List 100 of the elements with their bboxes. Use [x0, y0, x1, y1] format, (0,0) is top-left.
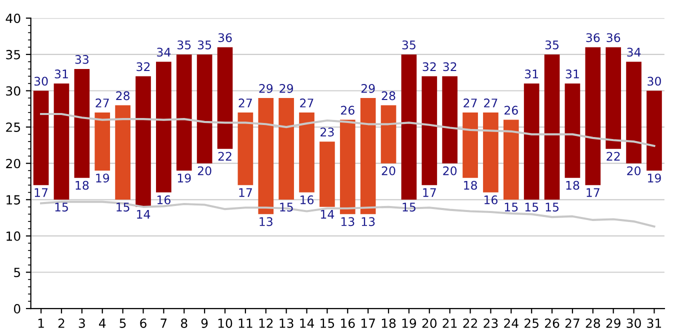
- x-tick-label: 28: [586, 318, 600, 328]
- annotation: 27: [96, 98, 109, 108]
- y-tick-label: 20: [6, 158, 20, 168]
- annotation: 36: [218, 33, 232, 42]
- bar: [503, 120, 519, 200]
- annotation: 16: [484, 195, 498, 204]
- x-tick-label: 2: [58, 318, 64, 328]
- x-tick-label: 24: [504, 318, 518, 328]
- annotation: 14: [137, 210, 150, 219]
- bar: [483, 112, 498, 192]
- annotation: 27: [300, 98, 314, 108]
- annotation: 16: [157, 195, 170, 204]
- x-tick-label: 25: [524, 318, 538, 328]
- annotation: 15: [280, 202, 293, 212]
- x-tick-label: 13: [280, 318, 294, 328]
- x-tick-label: 17: [361, 318, 375, 328]
- bar: [401, 54, 417, 200]
- annotation: 35: [198, 40, 212, 50]
- x-tick-label: 31: [647, 318, 662, 328]
- x-tick-label: 29: [606, 318, 620, 328]
- x-tick-label: 12: [259, 318, 273, 328]
- annotation: 29: [361, 84, 375, 93]
- annotation: 20: [198, 166, 212, 176]
- x-tick-label: 16: [341, 318, 355, 328]
- bar: [320, 142, 335, 207]
- y-tick-label: 40: [6, 14, 20, 24]
- annotation: 17: [586, 188, 600, 197]
- bar: [442, 76, 458, 164]
- annotation: 31: [524, 69, 538, 78]
- bar: [360, 98, 376, 214]
- bar: [115, 105, 130, 200]
- bar: [646, 90, 662, 171]
- annotation: 27: [464, 98, 477, 108]
- bar: [524, 83, 540, 200]
- annotation: 15: [525, 202, 538, 212]
- x-tick-label: 18: [382, 318, 396, 328]
- annotation: 19: [96, 174, 110, 183]
- y-tick-label: 0: [14, 304, 20, 314]
- x-tick-label: 9: [201, 318, 208, 328]
- annotation: 17: [239, 188, 252, 197]
- annotation: 14: [320, 210, 334, 219]
- y-tick-label: 5: [14, 268, 20, 278]
- x-tick-label: 27: [565, 318, 580, 328]
- annotation: 35: [178, 40, 191, 50]
- annotation: 32: [136, 62, 150, 72]
- bar: [278, 98, 294, 200]
- bar: [564, 83, 580, 178]
- annotation: 17: [423, 188, 436, 197]
- annotation: 30: [34, 76, 48, 86]
- y-tick-label: 15: [6, 195, 20, 205]
- bar: [33, 90, 49, 186]
- bar: [462, 112, 478, 178]
- annotation: 30: [648, 76, 661, 86]
- annotation: 15: [116, 202, 130, 212]
- bar: [299, 112, 314, 192]
- annotation: 34: [627, 48, 641, 57]
- annotation: 28: [382, 91, 396, 100]
- y-tick-label: 30: [6, 86, 20, 96]
- bar: [238, 112, 254, 186]
- annotation: 29: [259, 84, 273, 93]
- bar: [422, 76, 438, 186]
- annotation: 15: [546, 202, 559, 212]
- x-tick-label: 15: [320, 318, 334, 328]
- annotation: 27: [484, 98, 498, 108]
- annotation: 36: [586, 33, 600, 42]
- annotation: 28: [116, 91, 130, 100]
- annotation: 32: [422, 62, 436, 72]
- bar: [176, 54, 192, 171]
- bar: [585, 47, 601, 186]
- annotation: 18: [566, 180, 580, 190]
- bar: [74, 68, 90, 178]
- x-tick-label: 19: [402, 318, 416, 328]
- annotation: 23: [320, 128, 334, 137]
- annotation: 15: [55, 202, 68, 212]
- annotation: 17: [34, 188, 48, 197]
- x-tick-label: 3: [78, 318, 85, 328]
- x-tick-label: 11: [238, 318, 252, 328]
- x-tick-label: 22: [463, 318, 477, 328]
- x-tick-label: 26: [544, 318, 560, 328]
- annotation: 20: [382, 166, 396, 176]
- x-tick-label: 20: [422, 318, 437, 328]
- x-tick-label: 8: [180, 318, 188, 328]
- annotation: 15: [402, 202, 416, 212]
- annotation: 32: [443, 62, 456, 72]
- annotation: 35: [545, 40, 559, 50]
- annotation: 34: [157, 48, 171, 57]
- x-tick-label: 30: [626, 318, 641, 328]
- bar: [606, 47, 622, 149]
- bar: [54, 83, 70, 200]
- bar: [380, 105, 396, 164]
- bar: [258, 98, 274, 214]
- annotation: 18: [464, 180, 477, 190]
- annotation: 18: [76, 180, 89, 190]
- x-tick-label: 5: [120, 318, 126, 328]
- annotation: 19: [648, 174, 661, 183]
- x-tick-label: 14: [300, 318, 314, 328]
- annotation: 13: [341, 217, 354, 226]
- bar: [626, 62, 642, 164]
- x-tick-label: 21: [442, 318, 457, 328]
- bar: [136, 76, 151, 207]
